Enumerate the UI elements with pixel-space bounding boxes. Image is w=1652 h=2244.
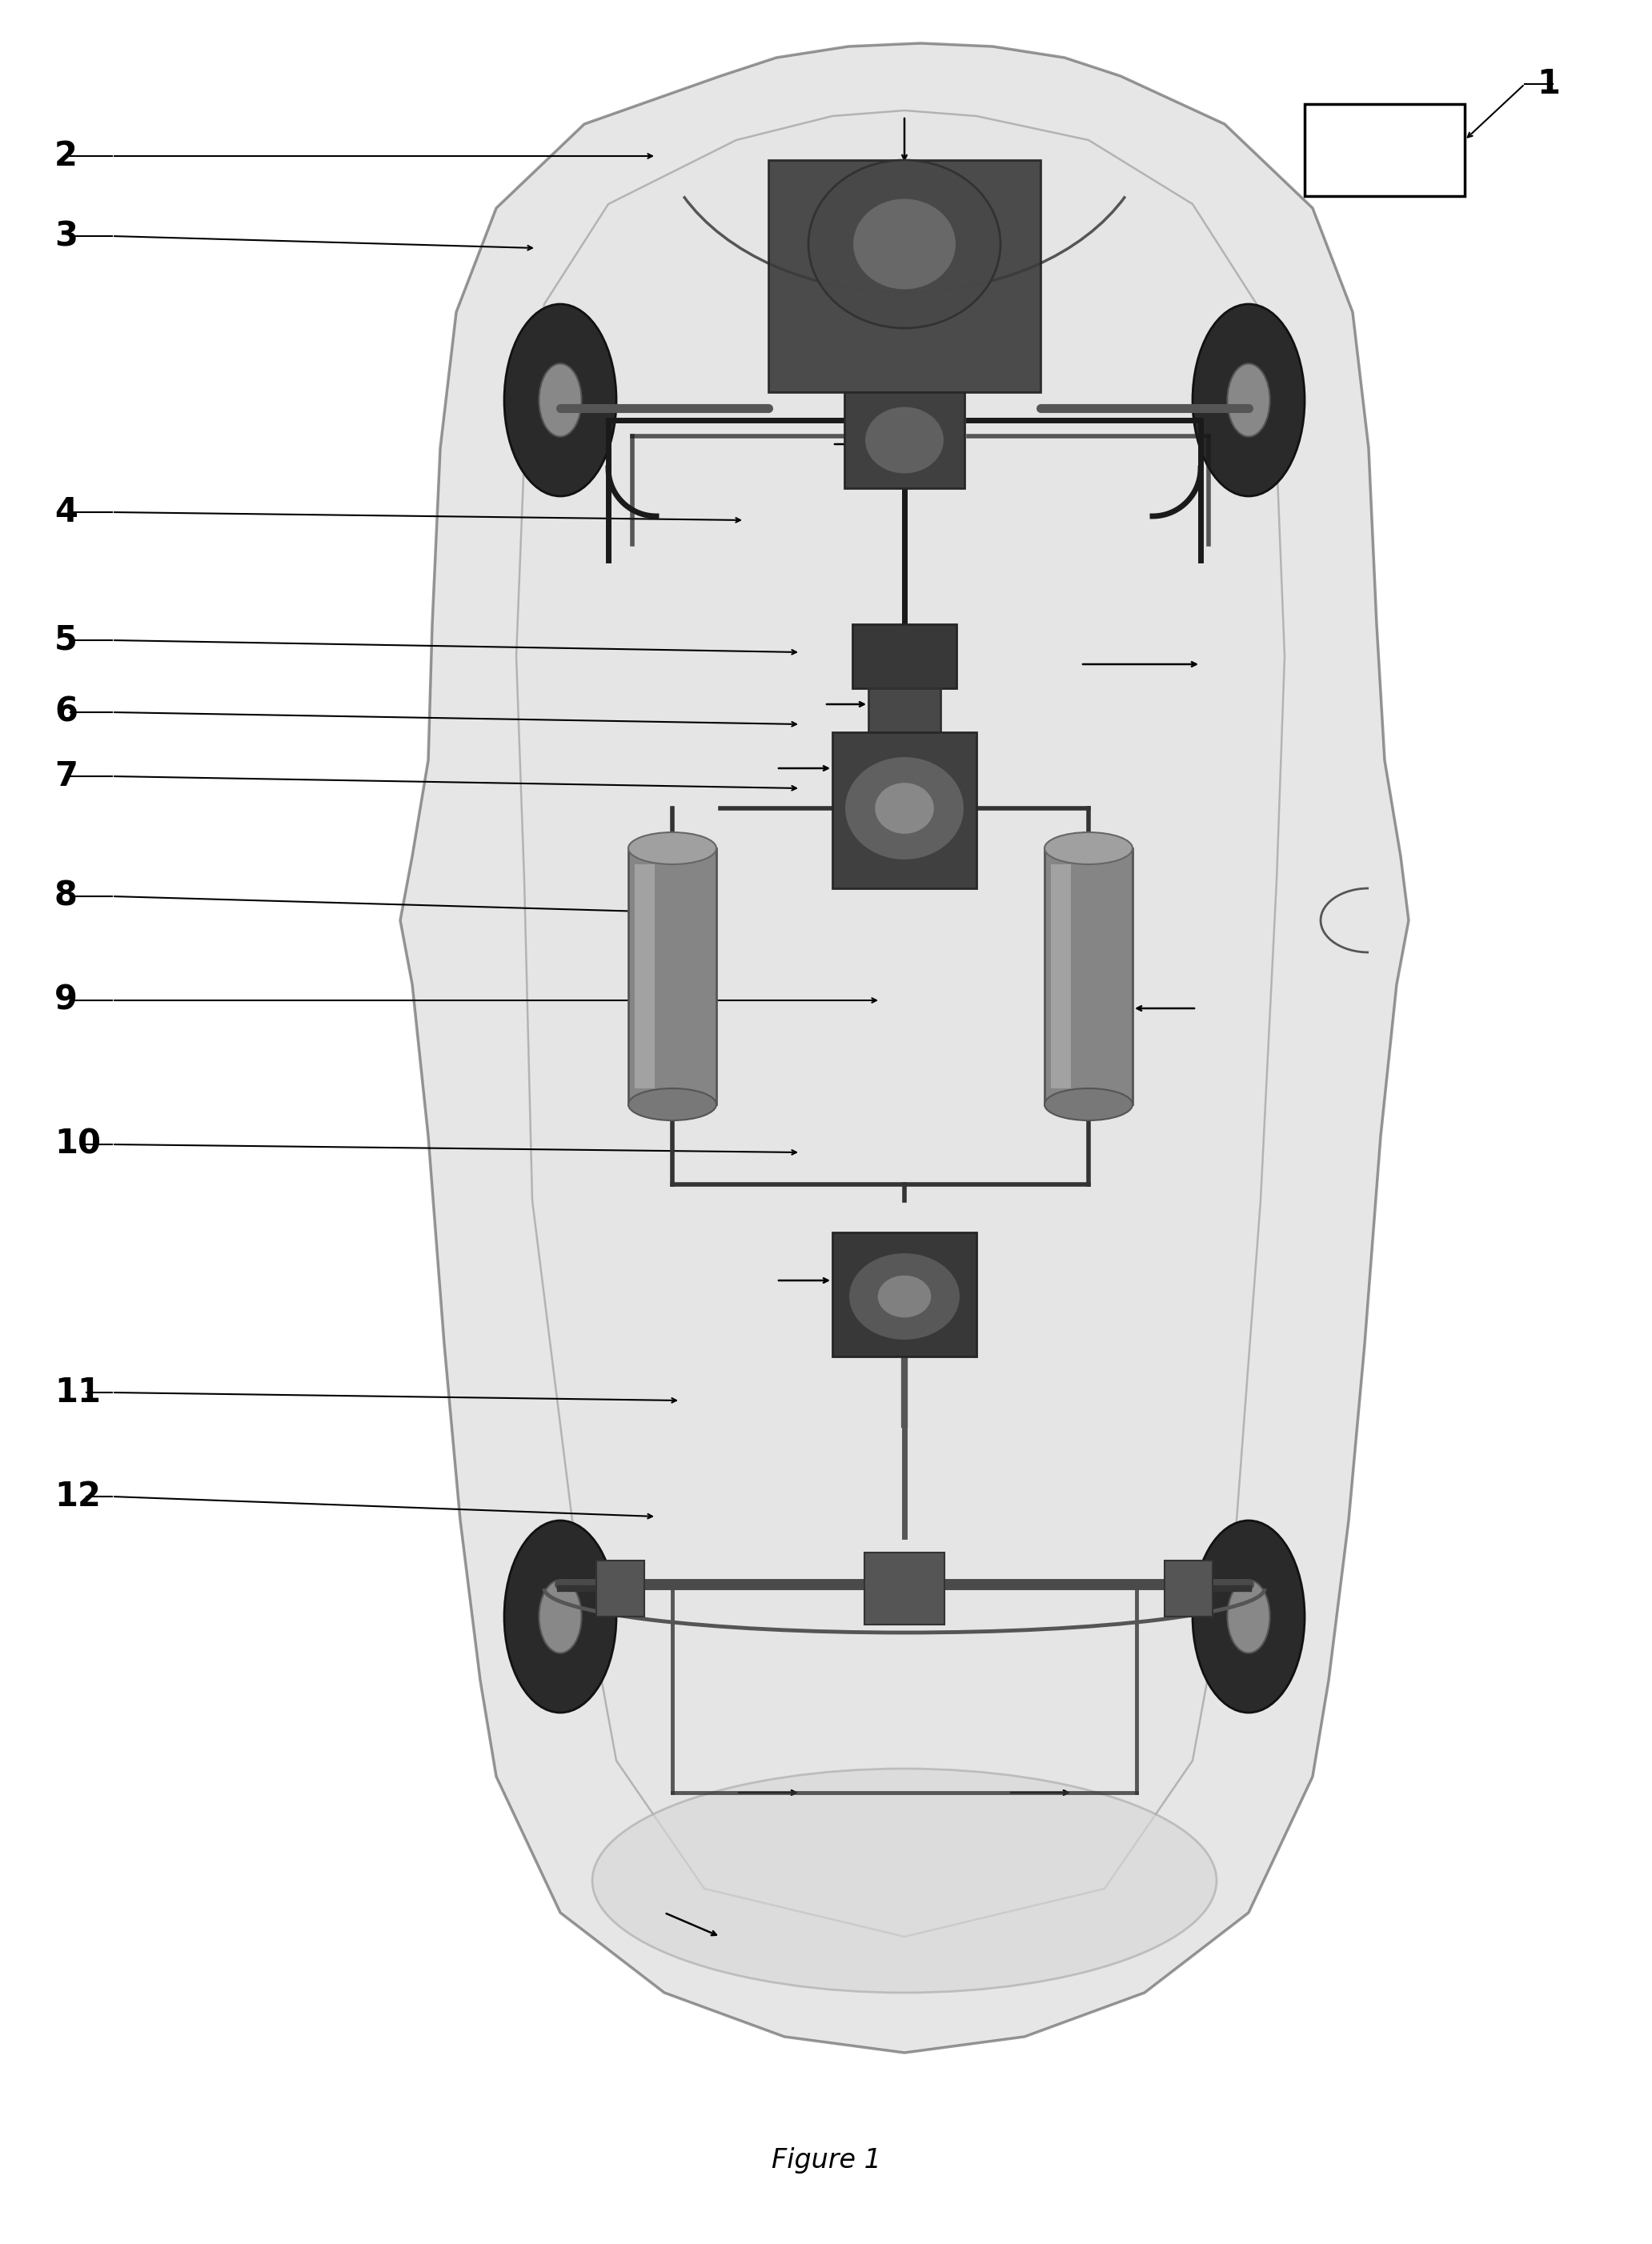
Bar [634, 864, 654, 1088]
Ellipse shape [1044, 833, 1133, 864]
Ellipse shape [593, 1768, 1216, 1993]
Text: 5: 5 [55, 624, 78, 657]
Bar [864, 1553, 945, 1625]
Bar [768, 159, 1041, 393]
Ellipse shape [539, 364, 582, 438]
Text: 4: 4 [55, 496, 78, 530]
Ellipse shape [1227, 364, 1270, 438]
Ellipse shape [864, 406, 945, 473]
Ellipse shape [628, 833, 717, 864]
Text: 10: 10 [55, 1126, 101, 1160]
Bar [628, 848, 717, 1104]
Bar [833, 1232, 976, 1355]
Bar [852, 624, 957, 689]
Ellipse shape [504, 305, 616, 496]
Ellipse shape [504, 1521, 616, 1712]
Bar [1305, 103, 1465, 195]
Ellipse shape [539, 1580, 582, 1654]
Ellipse shape [1193, 305, 1305, 496]
Text: 3: 3 [55, 220, 78, 254]
Ellipse shape [1044, 1088, 1133, 1120]
Ellipse shape [852, 197, 957, 289]
Ellipse shape [849, 1252, 960, 1340]
Text: 12: 12 [55, 1479, 101, 1512]
Ellipse shape [1227, 1580, 1270, 1654]
Text: 6: 6 [55, 696, 78, 729]
Text: 9: 9 [55, 983, 78, 1017]
Bar [869, 689, 940, 732]
Bar [1044, 848, 1133, 1104]
Text: 8: 8 [55, 880, 78, 913]
Text: Figure 1: Figure 1 [771, 2148, 881, 2174]
Ellipse shape [808, 159, 1001, 328]
Ellipse shape [628, 1088, 717, 1120]
Polygon shape [400, 43, 1409, 2053]
Bar [833, 732, 976, 889]
Text: 1: 1 [1536, 67, 1559, 101]
Bar [596, 1560, 644, 1616]
Text: 11: 11 [55, 1376, 101, 1409]
Polygon shape [515, 110, 1285, 1937]
Ellipse shape [844, 756, 965, 859]
Bar [844, 393, 965, 489]
Text: 7: 7 [55, 758, 78, 792]
Ellipse shape [877, 1275, 932, 1317]
Ellipse shape [1193, 1521, 1305, 1712]
Text: 2: 2 [55, 139, 78, 173]
Bar [1165, 1560, 1213, 1616]
Ellipse shape [874, 783, 935, 835]
Bar [1051, 864, 1070, 1088]
